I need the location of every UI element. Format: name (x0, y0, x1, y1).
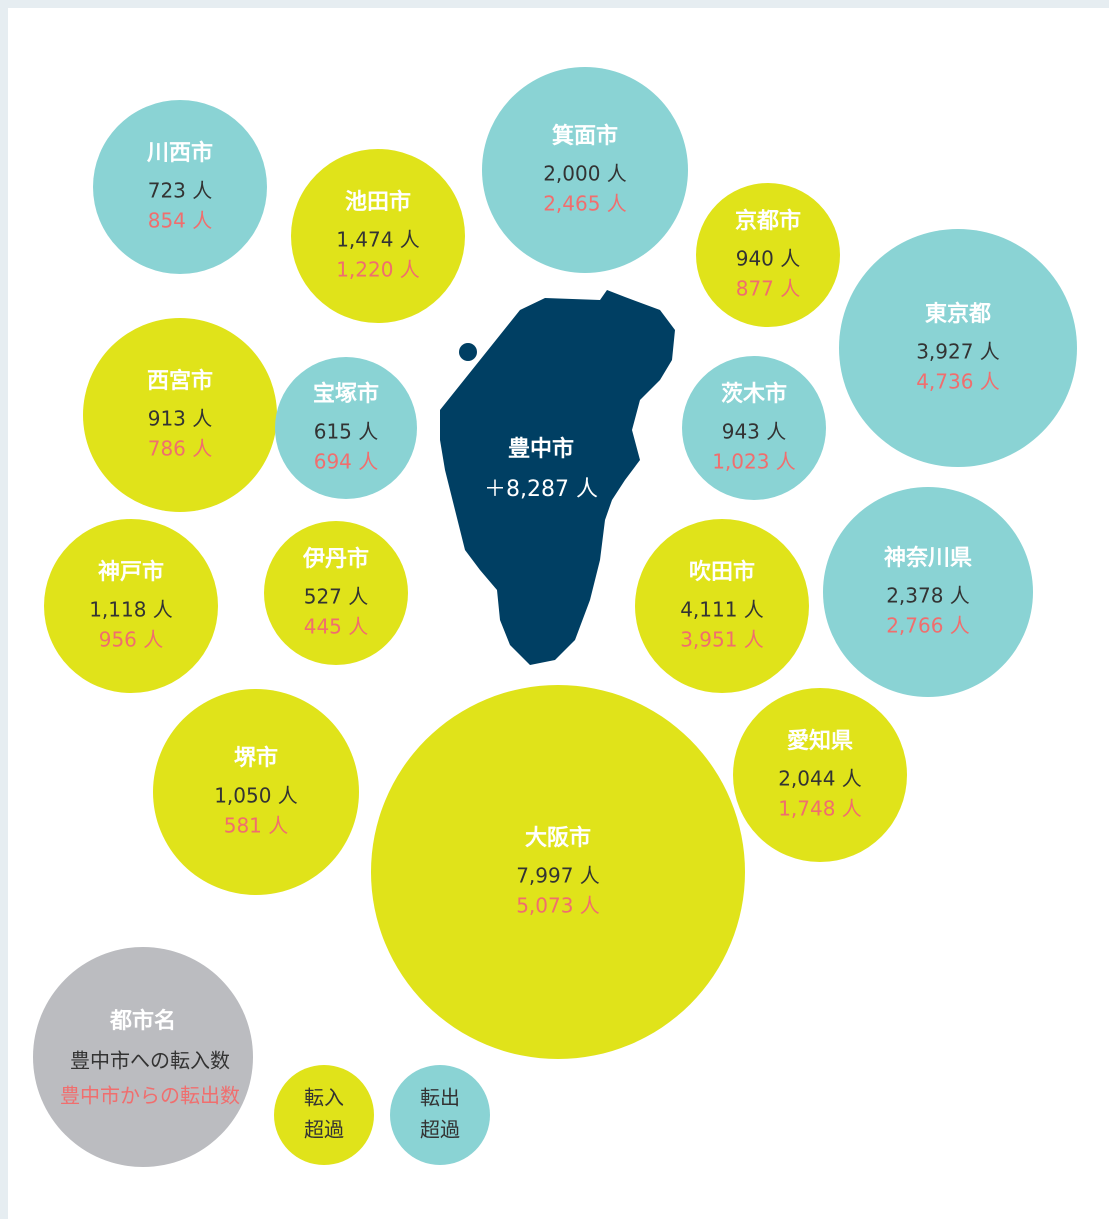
city-inflow: 1,118 人 (89, 598, 173, 622)
city-outflow: 445 人 (304, 615, 369, 639)
city-bubble (733, 688, 907, 862)
city-name: 愛知県 (787, 728, 853, 754)
city-name: 川西市 (146, 140, 213, 166)
city-bubble (83, 318, 277, 512)
toyonaka-islet (459, 343, 477, 361)
city-bubble (635, 519, 809, 693)
city-outflow: 1,023 人 (712, 450, 796, 474)
city-bubble (482, 67, 688, 273)
city-bubble (696, 183, 840, 327)
city-outflow: 2,465 人 (543, 192, 627, 216)
city-inflow: 2,044 人 (778, 767, 862, 791)
city-outflow: 581 人 (224, 814, 289, 838)
city-inflow: 2,378 人 (886, 584, 970, 608)
city-outflow: 1,748 人 (778, 797, 862, 821)
city-inflow: 723 人 (148, 179, 213, 203)
city-inflow: 4,111 人 (680, 598, 764, 622)
city-name: 京都市 (735, 208, 801, 234)
legend-item-text: 転入 (304, 1086, 344, 1110)
city-inflow: 615 人 (314, 420, 379, 444)
city-bubble (682, 356, 826, 500)
city-outflow: 694 人 (314, 450, 379, 474)
city-bubble (839, 229, 1077, 467)
city-bubble (264, 521, 408, 665)
legend-sample (33, 947, 253, 1167)
city-bubble (291, 149, 465, 323)
city-bubble (93, 100, 267, 274)
city-inflow: 2,000 人 (543, 162, 627, 186)
city-outflow: 956 人 (99, 628, 164, 652)
city-name: 池田市 (345, 189, 411, 215)
city-inflow: 943 人 (722, 420, 787, 444)
legend-item-text: 転出 (420, 1086, 460, 1110)
city-bubble (275, 357, 417, 499)
legend-item-text: 超過 (420, 1118, 460, 1142)
city-name: 西宮市 (147, 368, 213, 394)
city-name: 伊丹市 (302, 546, 369, 572)
toyonaka-shape (440, 290, 675, 665)
city-inflow: 1,474 人 (336, 228, 420, 252)
city-name: 神奈川県 (884, 545, 972, 571)
legend-inflow: 豊中市への転入数 (70, 1049, 230, 1073)
legend-item (390, 1065, 490, 1165)
city-outflow: 5,073 人 (516, 894, 600, 918)
center-name: 豊中市 (508, 436, 574, 462)
city-outflow: 4,736 人 (916, 370, 1000, 394)
city-inflow: 3,927 人 (916, 340, 1000, 364)
city-name: 神戸市 (98, 559, 164, 585)
city-name: 箕面市 (552, 123, 618, 149)
city-inflow: 7,997 人 (516, 864, 600, 888)
city-outflow: 3,951 人 (680, 628, 764, 652)
city-name: 吹田市 (689, 559, 755, 585)
city-bubble (44, 519, 218, 693)
city-bubble (371, 685, 745, 1059)
city-name: 堺市 (234, 745, 278, 771)
legend-item (274, 1065, 374, 1165)
city-name: 茨木市 (721, 381, 787, 407)
legend-outflow: 豊中市からの転出数 (60, 1084, 240, 1108)
city-inflow: 940 人 (736, 247, 801, 271)
city-outflow: 786 人 (148, 437, 213, 461)
city-name: 東京都 (925, 301, 991, 327)
center-value: ＋8,287 人 (484, 477, 598, 502)
city-inflow: 1,050 人 (214, 784, 298, 808)
city-outflow: 1,220 人 (336, 258, 420, 282)
city-outflow: 2,766 人 (886, 614, 970, 638)
city-inflow: 527 人 (304, 585, 369, 609)
legend-name: 都市名 (109, 1008, 176, 1034)
city-bubble (153, 689, 359, 895)
legend-item-text: 超過 (304, 1118, 344, 1142)
city-bubble (823, 487, 1033, 697)
city-outflow: 877 人 (736, 277, 801, 301)
city-outflow: 854 人 (148, 209, 213, 233)
city-name: 宝塚市 (313, 381, 379, 407)
city-name: 大阪市 (525, 825, 591, 851)
city-inflow: 913 人 (148, 407, 213, 431)
